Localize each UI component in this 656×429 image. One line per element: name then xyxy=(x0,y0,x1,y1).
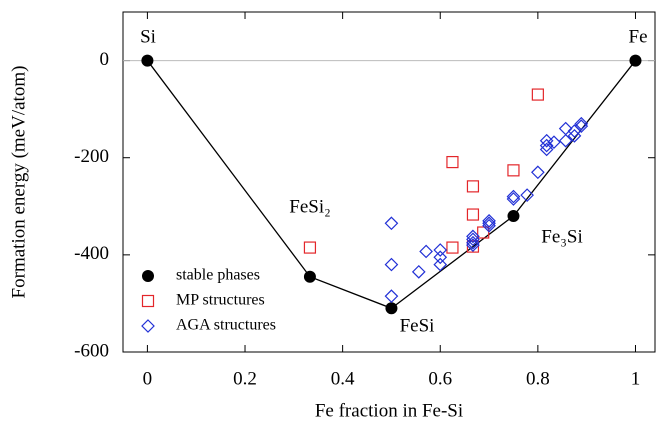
data-point xyxy=(466,240,480,253)
data-point xyxy=(303,270,316,283)
data-point xyxy=(482,214,496,228)
legend-marker xyxy=(142,270,154,282)
legend-marker xyxy=(141,294,155,308)
y-tick-label: -600 xyxy=(74,340,109,361)
annotation: Si xyxy=(140,26,156,47)
data-point xyxy=(433,250,448,265)
data-point xyxy=(531,165,545,180)
data-point xyxy=(446,155,459,169)
x-tick-label: 0.6 xyxy=(428,368,452,389)
data-point xyxy=(384,216,399,231)
y-tick-label: -400 xyxy=(74,243,109,264)
plot-frame xyxy=(122,11,656,353)
data-point xyxy=(507,164,520,177)
y-axis-label: Formation energy (meV/atom) xyxy=(8,66,29,299)
data-point xyxy=(539,142,554,157)
x-tick-label: 1 xyxy=(631,368,641,389)
data-point xyxy=(433,243,448,257)
data-point xyxy=(482,218,496,233)
x-tick-label: 0.2 xyxy=(233,368,257,389)
annotation: FeSi₂ xyxy=(289,196,330,217)
data-point xyxy=(385,302,398,315)
data-point xyxy=(574,119,589,133)
data-point xyxy=(141,54,154,67)
data-point xyxy=(574,116,589,131)
data-point xyxy=(507,210,520,222)
data-point xyxy=(303,241,317,254)
data-point xyxy=(506,189,521,204)
x-tick-label: 0 xyxy=(143,368,153,389)
legend-label: MP structures xyxy=(176,292,265,309)
x-tick-label: 0.8 xyxy=(526,368,550,389)
data-point xyxy=(433,257,448,272)
legend-label: stable phases xyxy=(176,267,260,284)
data-point xyxy=(477,226,490,239)
data-point xyxy=(547,135,561,150)
annotation: FeSi xyxy=(400,315,435,336)
data-point xyxy=(446,241,459,254)
x-tick-label: 0.4 xyxy=(331,368,355,389)
data-point xyxy=(531,88,544,101)
x-axis-label: Fe fraction in Fe-Si xyxy=(315,400,463,421)
data-point xyxy=(466,208,480,221)
data-point xyxy=(558,133,573,148)
annotation: Fe₃Si xyxy=(541,226,582,247)
data-point xyxy=(567,129,582,143)
data-point xyxy=(384,289,399,303)
legend-label: AGA structures xyxy=(176,317,276,334)
data-point xyxy=(411,265,426,279)
data-point xyxy=(539,138,554,153)
data-point xyxy=(466,232,480,247)
data-point xyxy=(384,257,399,272)
data-point xyxy=(419,244,433,259)
data-point xyxy=(466,235,480,250)
data-point xyxy=(466,229,480,244)
data-point xyxy=(482,216,496,231)
data-point xyxy=(466,238,480,252)
y-tick-label: -200 xyxy=(74,146,109,167)
legend-marker xyxy=(141,319,155,333)
annotation: Fe xyxy=(629,26,648,47)
data-point xyxy=(520,188,534,202)
data-point xyxy=(629,54,642,67)
y-tick-label: 0 xyxy=(100,49,110,70)
data-point xyxy=(506,192,521,206)
data-point xyxy=(466,180,480,193)
